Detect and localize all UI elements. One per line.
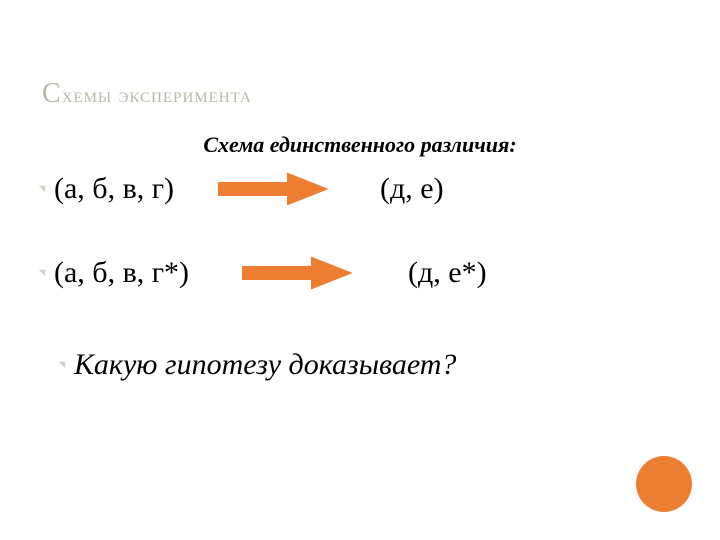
row-2-right: (д, е*) [408,256,487,290]
row-2-right-text: (д, е*) [408,256,487,290]
slide: Схемы эксперимента Схема единственного р… [0,0,720,540]
row-1-right: (д, е) [380,172,444,206]
slide-title: Схемы эксперимента [42,78,252,110]
row-1-left: (а, б, в, г) [38,172,174,206]
arrow-1 [218,172,328,206]
slide-subtitle: Схема единственного различия: [0,132,720,158]
bullet-icon [38,269,46,277]
arrow-2 [242,256,352,290]
decor-circle [636,456,692,512]
bullet-icon [38,185,46,193]
bullet-icon [58,361,66,369]
arrow-icon [242,256,352,290]
arrow-icon [218,172,328,206]
row-2-left: (а, б, в, г*) [38,256,189,290]
question-row: Какую гипотезу доказывает? [58,348,456,382]
row-1-right-text: (д, е) [380,172,444,206]
row-1-left-text: (а, б, в, г) [54,172,174,206]
row-2-left-text: (а, б, в, г*) [54,256,189,290]
question-text: Какую гипотезу доказывает? [74,348,456,382]
